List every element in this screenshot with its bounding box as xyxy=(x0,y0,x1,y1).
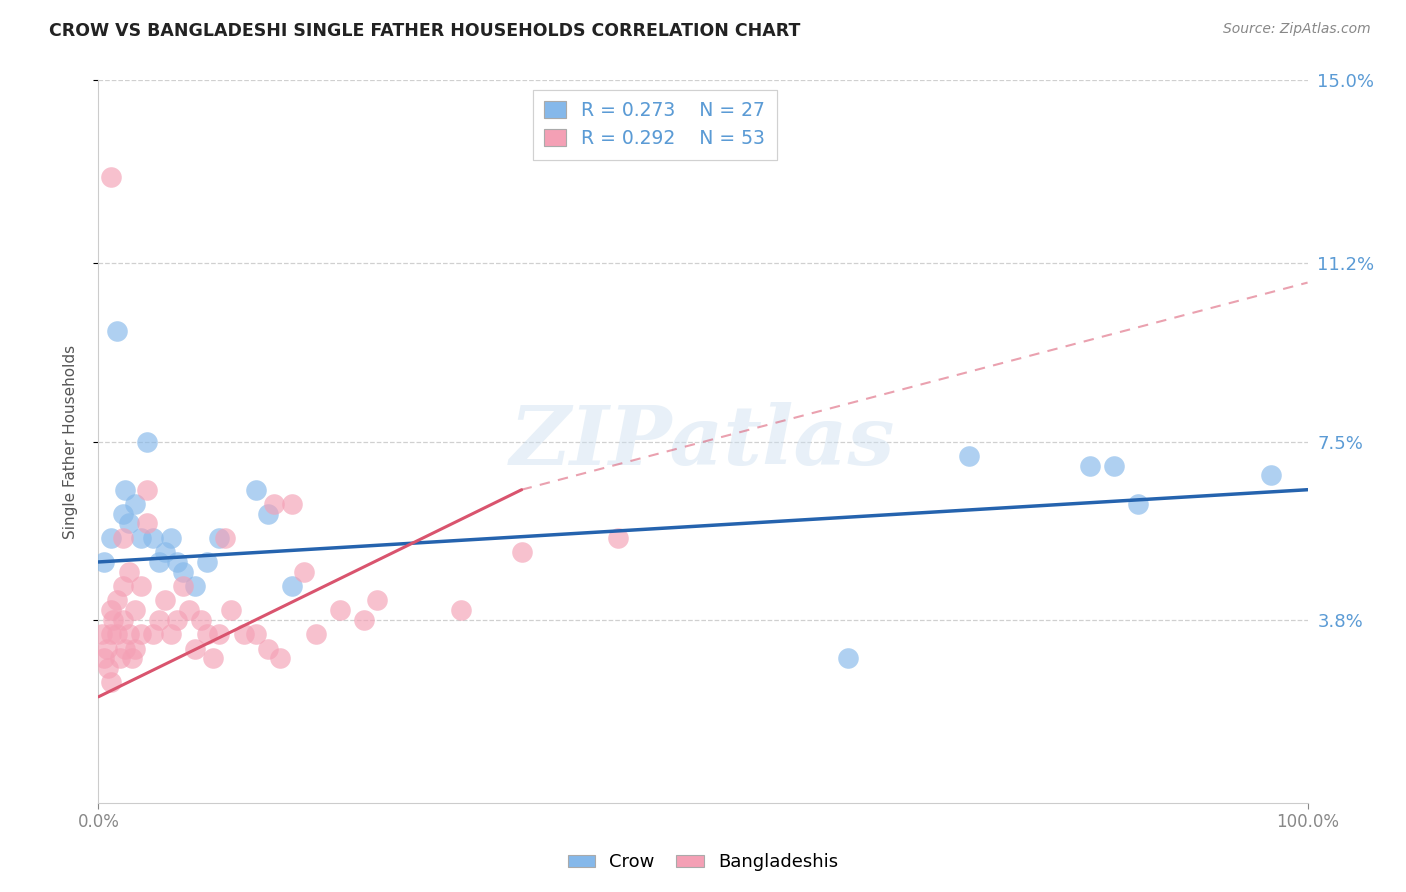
Point xyxy=(190,613,212,627)
Point xyxy=(160,627,183,641)
Point xyxy=(957,449,980,463)
Point xyxy=(353,613,375,627)
Point xyxy=(208,531,231,545)
Point xyxy=(281,497,304,511)
Point xyxy=(837,651,859,665)
Point xyxy=(135,434,157,449)
Point xyxy=(135,516,157,531)
Point xyxy=(111,507,134,521)
Point xyxy=(100,627,122,641)
Point xyxy=(153,593,176,607)
Point xyxy=(172,565,194,579)
Point xyxy=(450,603,472,617)
Point xyxy=(114,641,136,656)
Point xyxy=(124,497,146,511)
Point xyxy=(114,483,136,497)
Point xyxy=(1260,468,1282,483)
Point xyxy=(281,579,304,593)
Point xyxy=(160,531,183,545)
Point xyxy=(195,555,218,569)
Point xyxy=(221,603,243,617)
Y-axis label: Single Father Households: Single Father Households xyxy=(63,344,77,539)
Point xyxy=(100,603,122,617)
Point xyxy=(91,627,114,641)
Point xyxy=(100,531,122,545)
Point xyxy=(124,641,146,656)
Point xyxy=(105,324,128,338)
Point xyxy=(202,651,225,665)
Point xyxy=(100,169,122,184)
Point xyxy=(100,675,122,690)
Text: CROW VS BANGLADESHI SINGLE FATHER HOUSEHOLDS CORRELATION CHART: CROW VS BANGLADESHI SINGLE FATHER HOUSEH… xyxy=(49,22,800,40)
Point xyxy=(105,593,128,607)
Text: ZIPatlas: ZIPatlas xyxy=(510,401,896,482)
Point xyxy=(214,531,236,545)
Point xyxy=(166,555,188,569)
Point xyxy=(184,641,207,656)
Point xyxy=(93,555,115,569)
Point xyxy=(148,613,170,627)
Point xyxy=(245,627,267,641)
Point xyxy=(292,565,315,579)
Point xyxy=(111,579,134,593)
Point xyxy=(1102,458,1125,473)
Point xyxy=(129,531,152,545)
Point xyxy=(269,651,291,665)
Point xyxy=(256,507,278,521)
Point xyxy=(329,603,352,617)
Point xyxy=(118,627,141,641)
Legend: Crow, Bangladeshis: Crow, Bangladeshis xyxy=(561,847,845,879)
Point xyxy=(208,627,231,641)
Point xyxy=(108,651,131,665)
Point xyxy=(118,516,141,531)
Point xyxy=(148,555,170,569)
Point xyxy=(142,627,165,641)
Point xyxy=(111,613,134,627)
Point xyxy=(97,661,120,675)
Point xyxy=(245,483,267,497)
Point xyxy=(105,627,128,641)
Point xyxy=(129,579,152,593)
Point xyxy=(172,579,194,593)
Point xyxy=(142,531,165,545)
Point xyxy=(124,603,146,617)
Point xyxy=(93,651,115,665)
Point xyxy=(607,531,630,545)
Point xyxy=(366,593,388,607)
Point xyxy=(263,497,285,511)
Point xyxy=(305,627,328,641)
Text: Source: ZipAtlas.com: Source: ZipAtlas.com xyxy=(1223,22,1371,37)
Point xyxy=(96,641,118,656)
Point xyxy=(153,545,176,559)
Point xyxy=(256,641,278,656)
Point xyxy=(179,603,201,617)
Point xyxy=(184,579,207,593)
Point xyxy=(232,627,254,641)
Point xyxy=(111,531,134,545)
Point xyxy=(166,613,188,627)
Legend: R = 0.273    N = 27, R = 0.292    N = 53: R = 0.273 N = 27, R = 0.292 N = 53 xyxy=(533,90,776,160)
Point xyxy=(1128,497,1150,511)
Point xyxy=(118,565,141,579)
Point xyxy=(135,483,157,497)
Point xyxy=(129,627,152,641)
Point xyxy=(121,651,143,665)
Point xyxy=(101,613,124,627)
Point xyxy=(1078,458,1101,473)
Point xyxy=(510,545,533,559)
Point xyxy=(195,627,218,641)
